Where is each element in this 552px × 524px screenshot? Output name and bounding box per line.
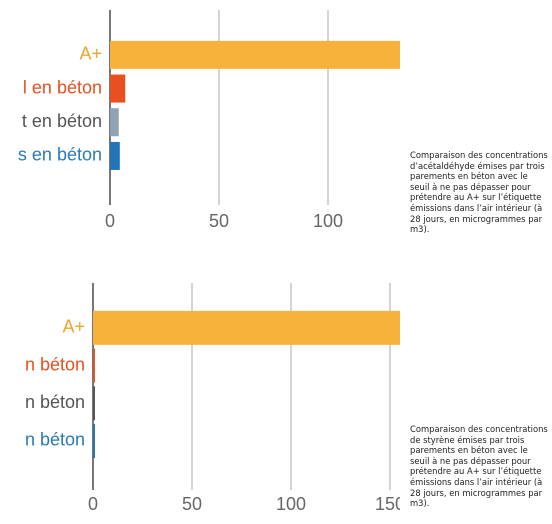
bar bbox=[93, 423, 95, 458]
bar bbox=[93, 348, 95, 383]
x-tick-label: 100 bbox=[313, 211, 343, 231]
y-tick-label: s en béton bbox=[18, 145, 102, 165]
chart: 0 50 100 A+ l en béton t en béton s en béton bbox=[18, 10, 400, 231]
caption: Comparaison des concentrations d’acétald… bbox=[410, 150, 548, 235]
bar bbox=[93, 386, 95, 421]
y-tick-label: l en béton bbox=[23, 77, 102, 97]
y-tick-label: A+ bbox=[79, 44, 102, 64]
y-tick-label: n béton bbox=[25, 354, 85, 374]
x-tick-label: 0 bbox=[88, 494, 98, 514]
y-tick-label: A+ bbox=[62, 317, 85, 337]
bar bbox=[93, 310, 400, 345]
bar bbox=[110, 141, 120, 170]
y-tick-label: n béton bbox=[25, 430, 85, 450]
bar bbox=[110, 108, 119, 137]
bar bbox=[110, 40, 400, 69]
x-tick-label: 100 bbox=[276, 494, 306, 514]
y-tick-label: n béton bbox=[25, 392, 85, 412]
x-tick-label: 50 bbox=[182, 494, 202, 514]
x-tick-label: 150 bbox=[375, 494, 400, 514]
x-tick-label: 0 bbox=[105, 211, 115, 231]
chart: 0 50 100 150 A+ n béton n béton n béton bbox=[25, 283, 400, 514]
bar bbox=[110, 74, 126, 103]
x-tick-label: 50 bbox=[209, 211, 229, 231]
caption: Comparaison des concentrations de styrèn… bbox=[410, 424, 548, 509]
y-tick-label: t en béton bbox=[22, 111, 102, 131]
